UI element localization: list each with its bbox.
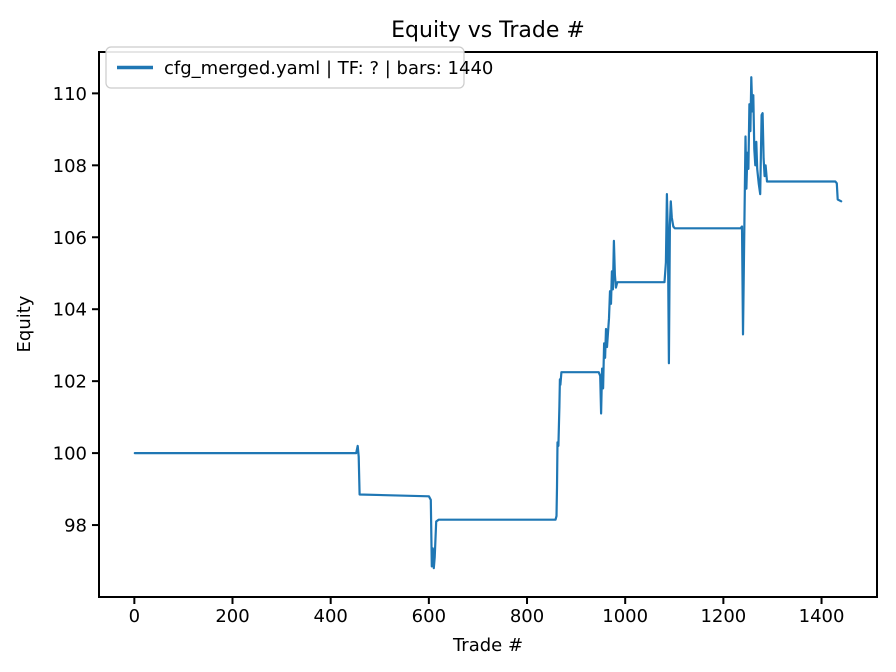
y-tick-label: 98 xyxy=(64,516,87,537)
x-tick-label: 1200 xyxy=(700,606,746,627)
plot-area xyxy=(98,51,878,598)
y-tick-label: 110 xyxy=(53,84,87,105)
x-tick-label: 1400 xyxy=(799,606,845,627)
y-axis-label: Equity xyxy=(14,295,35,352)
y-tick-label: 100 xyxy=(53,444,87,465)
legend-box xyxy=(105,46,465,89)
x-tick-label: 1000 xyxy=(602,606,648,627)
y-axis-ticks: 98 100 102 104 106 108 110 xyxy=(53,84,99,537)
x-tick-label: 200 xyxy=(215,606,249,627)
y-tick-label: 104 xyxy=(53,300,87,321)
y-tick-label: 108 xyxy=(53,156,87,177)
x-tick-label: 800 xyxy=(510,606,544,627)
y-tick-label: 106 xyxy=(53,228,87,249)
y-tick-label: 102 xyxy=(53,372,87,393)
legend: cfg_merged.yaml | TF: ? | bars: 1440 xyxy=(105,46,493,89)
legend-label: cfg_merged.yaml | TF: ? | bars: 1440 xyxy=(164,58,493,79)
x-axis-ticks: 0 200 400 600 800 1000 1200 1400 xyxy=(129,597,845,627)
x-tick-label: 600 xyxy=(412,606,446,627)
x-tick-label: 400 xyxy=(314,606,348,627)
chart-title: Equity vs Trade # xyxy=(391,18,585,43)
x-tick-label: 0 xyxy=(129,606,140,627)
x-axis-label: Trade # xyxy=(452,635,523,656)
equity-line-series xyxy=(133,76,843,570)
